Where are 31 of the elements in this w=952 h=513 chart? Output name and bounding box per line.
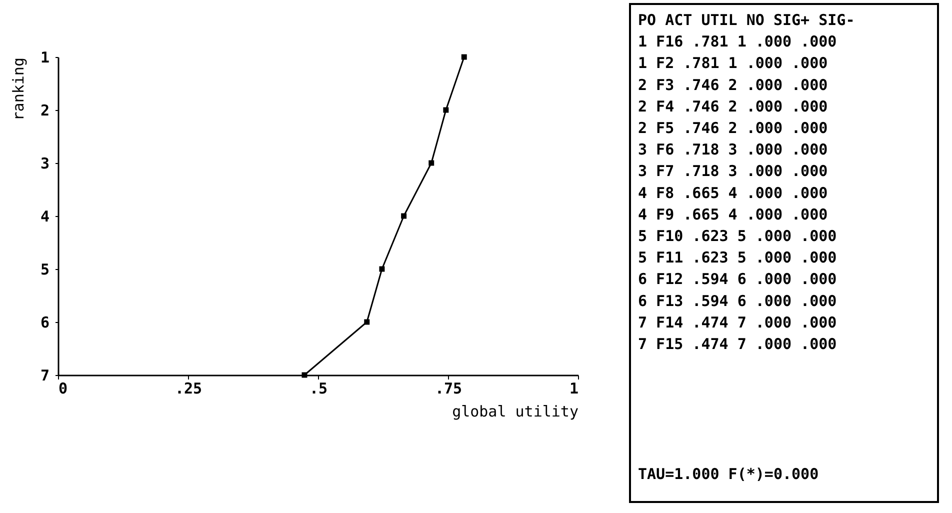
x-tick-label: .5	[309, 380, 328, 398]
y-axis-title: ranking	[9, 58, 28, 121]
y-tick-label: 6	[40, 314, 50, 332]
text: 4 F9 .665 4 .000 .000	[638, 205, 828, 224]
y-tick-label: 5	[40, 260, 50, 278]
text: TAU=1.000 F(*)=0.000	[638, 465, 819, 483]
text: 1 F16 .781 1 .000 .000	[638, 32, 837, 51]
text: PO ACT UTIL NO SIG+ SIG-	[638, 11, 855, 29]
x-tick-label: 0	[58, 380, 68, 398]
text: 2 F5 .746 2 .000 .000	[638, 119, 828, 137]
text: 2 F3 .746 2 .000 .000	[638, 76, 828, 94]
y-tick-label: 2	[40, 102, 50, 120]
text: 4 F8 .665 4 .000 .000	[638, 184, 828, 202]
y-tick-label: 1	[40, 48, 50, 66]
text: 2 F4 .746 2 .000 .000	[638, 97, 828, 116]
text: 3 F6 .718 3 .000 .000	[638, 140, 828, 159]
x-tick-label: .25	[174, 380, 202, 398]
y-tick-label: 3	[40, 154, 50, 172]
y-tick-label: 7	[40, 366, 50, 384]
text: 3 F7 .718 3 .000 .000	[638, 162, 828, 180]
x-tick-label: .75	[434, 380, 462, 398]
text: 6 F13 .594 6 .000 .000	[638, 292, 837, 310]
text: 5 F11 .623 5 .000 .000	[638, 248, 837, 267]
y-tick-label: 4	[40, 208, 50, 226]
text: 7 F15 .474 7 .000 .000	[638, 335, 837, 353]
text: 6 F12 .594 6 .000 .000	[638, 270, 837, 288]
text: 7 F14 .474 7 .000 .000	[638, 313, 837, 332]
text: 5 F10 .623 5 .000 .000	[638, 227, 837, 245]
x-axis-title: global utility	[452, 402, 578, 420]
x-tick-label: 1	[569, 380, 578, 398]
text: 1 F2 .781 1 .000 .000	[638, 54, 828, 72]
